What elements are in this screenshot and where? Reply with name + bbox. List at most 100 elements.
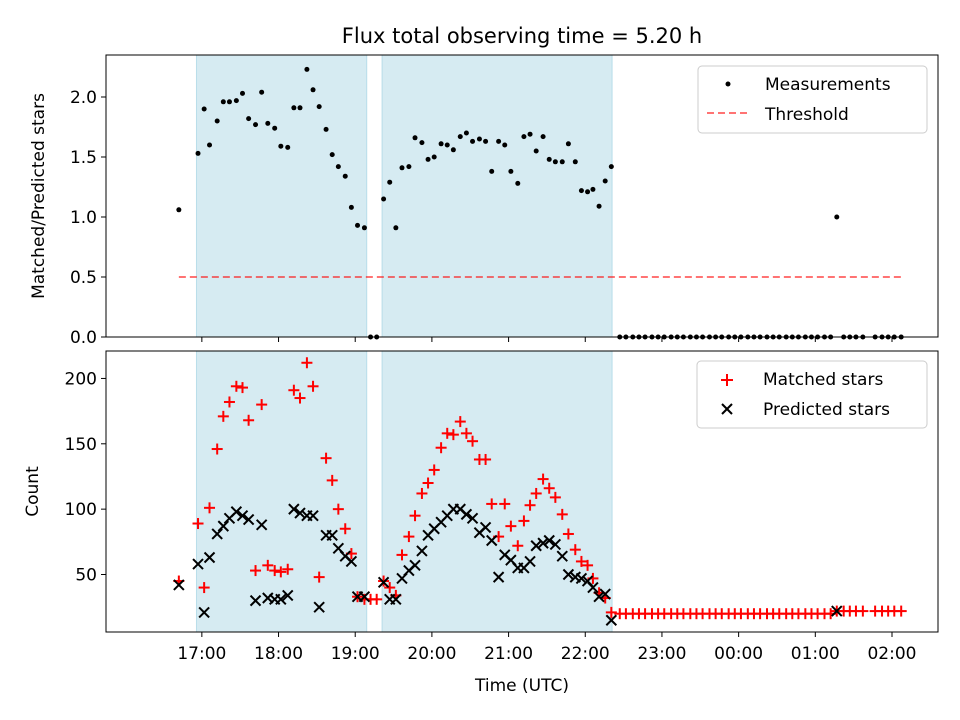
legend-matched-label: Matched stars [763, 370, 883, 390]
matched-star-point [250, 565, 262, 577]
measurement-point [291, 105, 297, 111]
predicted-star-point [282, 589, 294, 602]
predicted-star-point [492, 571, 505, 583]
measurement-point [259, 89, 265, 95]
matched-star-point [269, 565, 281, 577]
marker-stroke [377, 576, 390, 589]
marker-stroke [466, 512, 479, 525]
marker-stroke [505, 554, 517, 566]
marker-stroke [326, 529, 338, 541]
measurement-point [515, 180, 521, 186]
marker-stroke [831, 605, 843, 617]
ratio-panel-frame [105, 54, 939, 338]
matched-star-point [454, 416, 466, 428]
count-panel-frame [105, 350, 939, 633]
measurement-point [399, 165, 405, 171]
marker-stroke [390, 593, 402, 606]
predicted-star-point [326, 529, 338, 541]
legend-predicted-label: Predicted stars [763, 400, 890, 420]
predicted-star-point [192, 558, 204, 570]
marker-stroke [537, 537, 549, 549]
marker-stroke [192, 558, 204, 570]
measurement-point [450, 147, 456, 153]
legend-threshold-label: Threshold [764, 105, 849, 125]
matched-star-point [332, 503, 344, 515]
measurement-point [272, 125, 278, 131]
matched-star-point [460, 427, 472, 439]
predicted-star-point [416, 545, 428, 557]
measurement-point [444, 142, 450, 148]
matched-star-point [288, 384, 300, 396]
measurement-point [521, 134, 527, 140]
measurement-point [246, 116, 252, 122]
measurement-point [253, 122, 259, 128]
matched-star-point [562, 528, 574, 540]
matched-star-point [416, 487, 428, 499]
y-tick-label: 1.0 [70, 208, 97, 228]
measurement-point [239, 90, 245, 96]
predicted-star-point [460, 508, 473, 521]
matched-star-point [294, 392, 306, 404]
predicted-star-point [831, 605, 843, 617]
marker-stroke [599, 588, 611, 600]
matched-star-point [384, 582, 396, 594]
matched-star-point [313, 571, 325, 583]
matched-star-point [217, 410, 229, 422]
ratio-legend: Measurements Threshold [697, 65, 928, 134]
measurement-point [425, 156, 431, 162]
marker-stroke [198, 606, 210, 619]
measurement-point [195, 150, 201, 156]
y-tick-label: 200 [65, 369, 97, 389]
predicted-star-point [524, 555, 536, 568]
matched-star-point [204, 502, 216, 514]
count-legend-box [696, 360, 928, 429]
marker-stroke [173, 579, 185, 591]
measurement-point [559, 159, 565, 165]
matched-star-point [537, 473, 549, 485]
marker-stroke [242, 513, 255, 526]
legend-measurements-label: Measurements [765, 75, 891, 95]
matched-star-point [582, 559, 594, 571]
marker-stroke [236, 509, 249, 522]
matched-star-point [435, 442, 447, 454]
x-tick-label: 18:00 [254, 644, 303, 664]
legend-matched-marker [721, 374, 733, 386]
matched-star-point [575, 555, 587, 567]
measurement-point [502, 142, 508, 148]
predicted-star-point [575, 572, 588, 585]
measurement-point [496, 138, 502, 144]
ratio-panel: 0.00.51.01.52.0 Matched/Predicted stars … [29, 54, 939, 348]
measurement-point [297, 105, 303, 111]
matched-star-point [441, 427, 453, 439]
measurement-point [590, 186, 596, 192]
measurement-point [348, 204, 354, 210]
predicted-star-point [307, 509, 319, 522]
matched-star-point [403, 531, 415, 543]
predicted-star-point [345, 555, 358, 568]
matched-star-point [543, 482, 555, 494]
marker-stroke [587, 581, 599, 594]
predicted-star-point [288, 503, 300, 515]
marker-stroke [294, 507, 306, 519]
measurement-point [176, 207, 182, 213]
chart-title: Flux total observing time = 5.20 h [342, 24, 702, 48]
y-tick-label: 1.5 [70, 148, 97, 168]
matched-star-point [505, 520, 517, 532]
matched-star-point [428, 464, 440, 476]
marker-stroke [486, 534, 498, 547]
measurement-point [393, 225, 399, 231]
matched-star-point [549, 491, 561, 503]
measurement-point [265, 120, 271, 126]
marker-stroke [345, 555, 358, 568]
observing-window-1 [195, 350, 368, 633]
matched-star-point [569, 544, 581, 556]
predicted-star-point [409, 559, 421, 572]
measurement-point [201, 106, 207, 112]
measurement-point [329, 152, 335, 158]
predicted-star-point [249, 594, 262, 607]
count-panel: 50 100 150 200 17:00 18:00 19:00 20:00 21:00 22:… [23, 350, 939, 696]
matched-star-point [211, 443, 223, 455]
matched-star-point [320, 452, 332, 464]
marker-stroke [460, 508, 473, 521]
observing-window-2 [381, 350, 613, 633]
